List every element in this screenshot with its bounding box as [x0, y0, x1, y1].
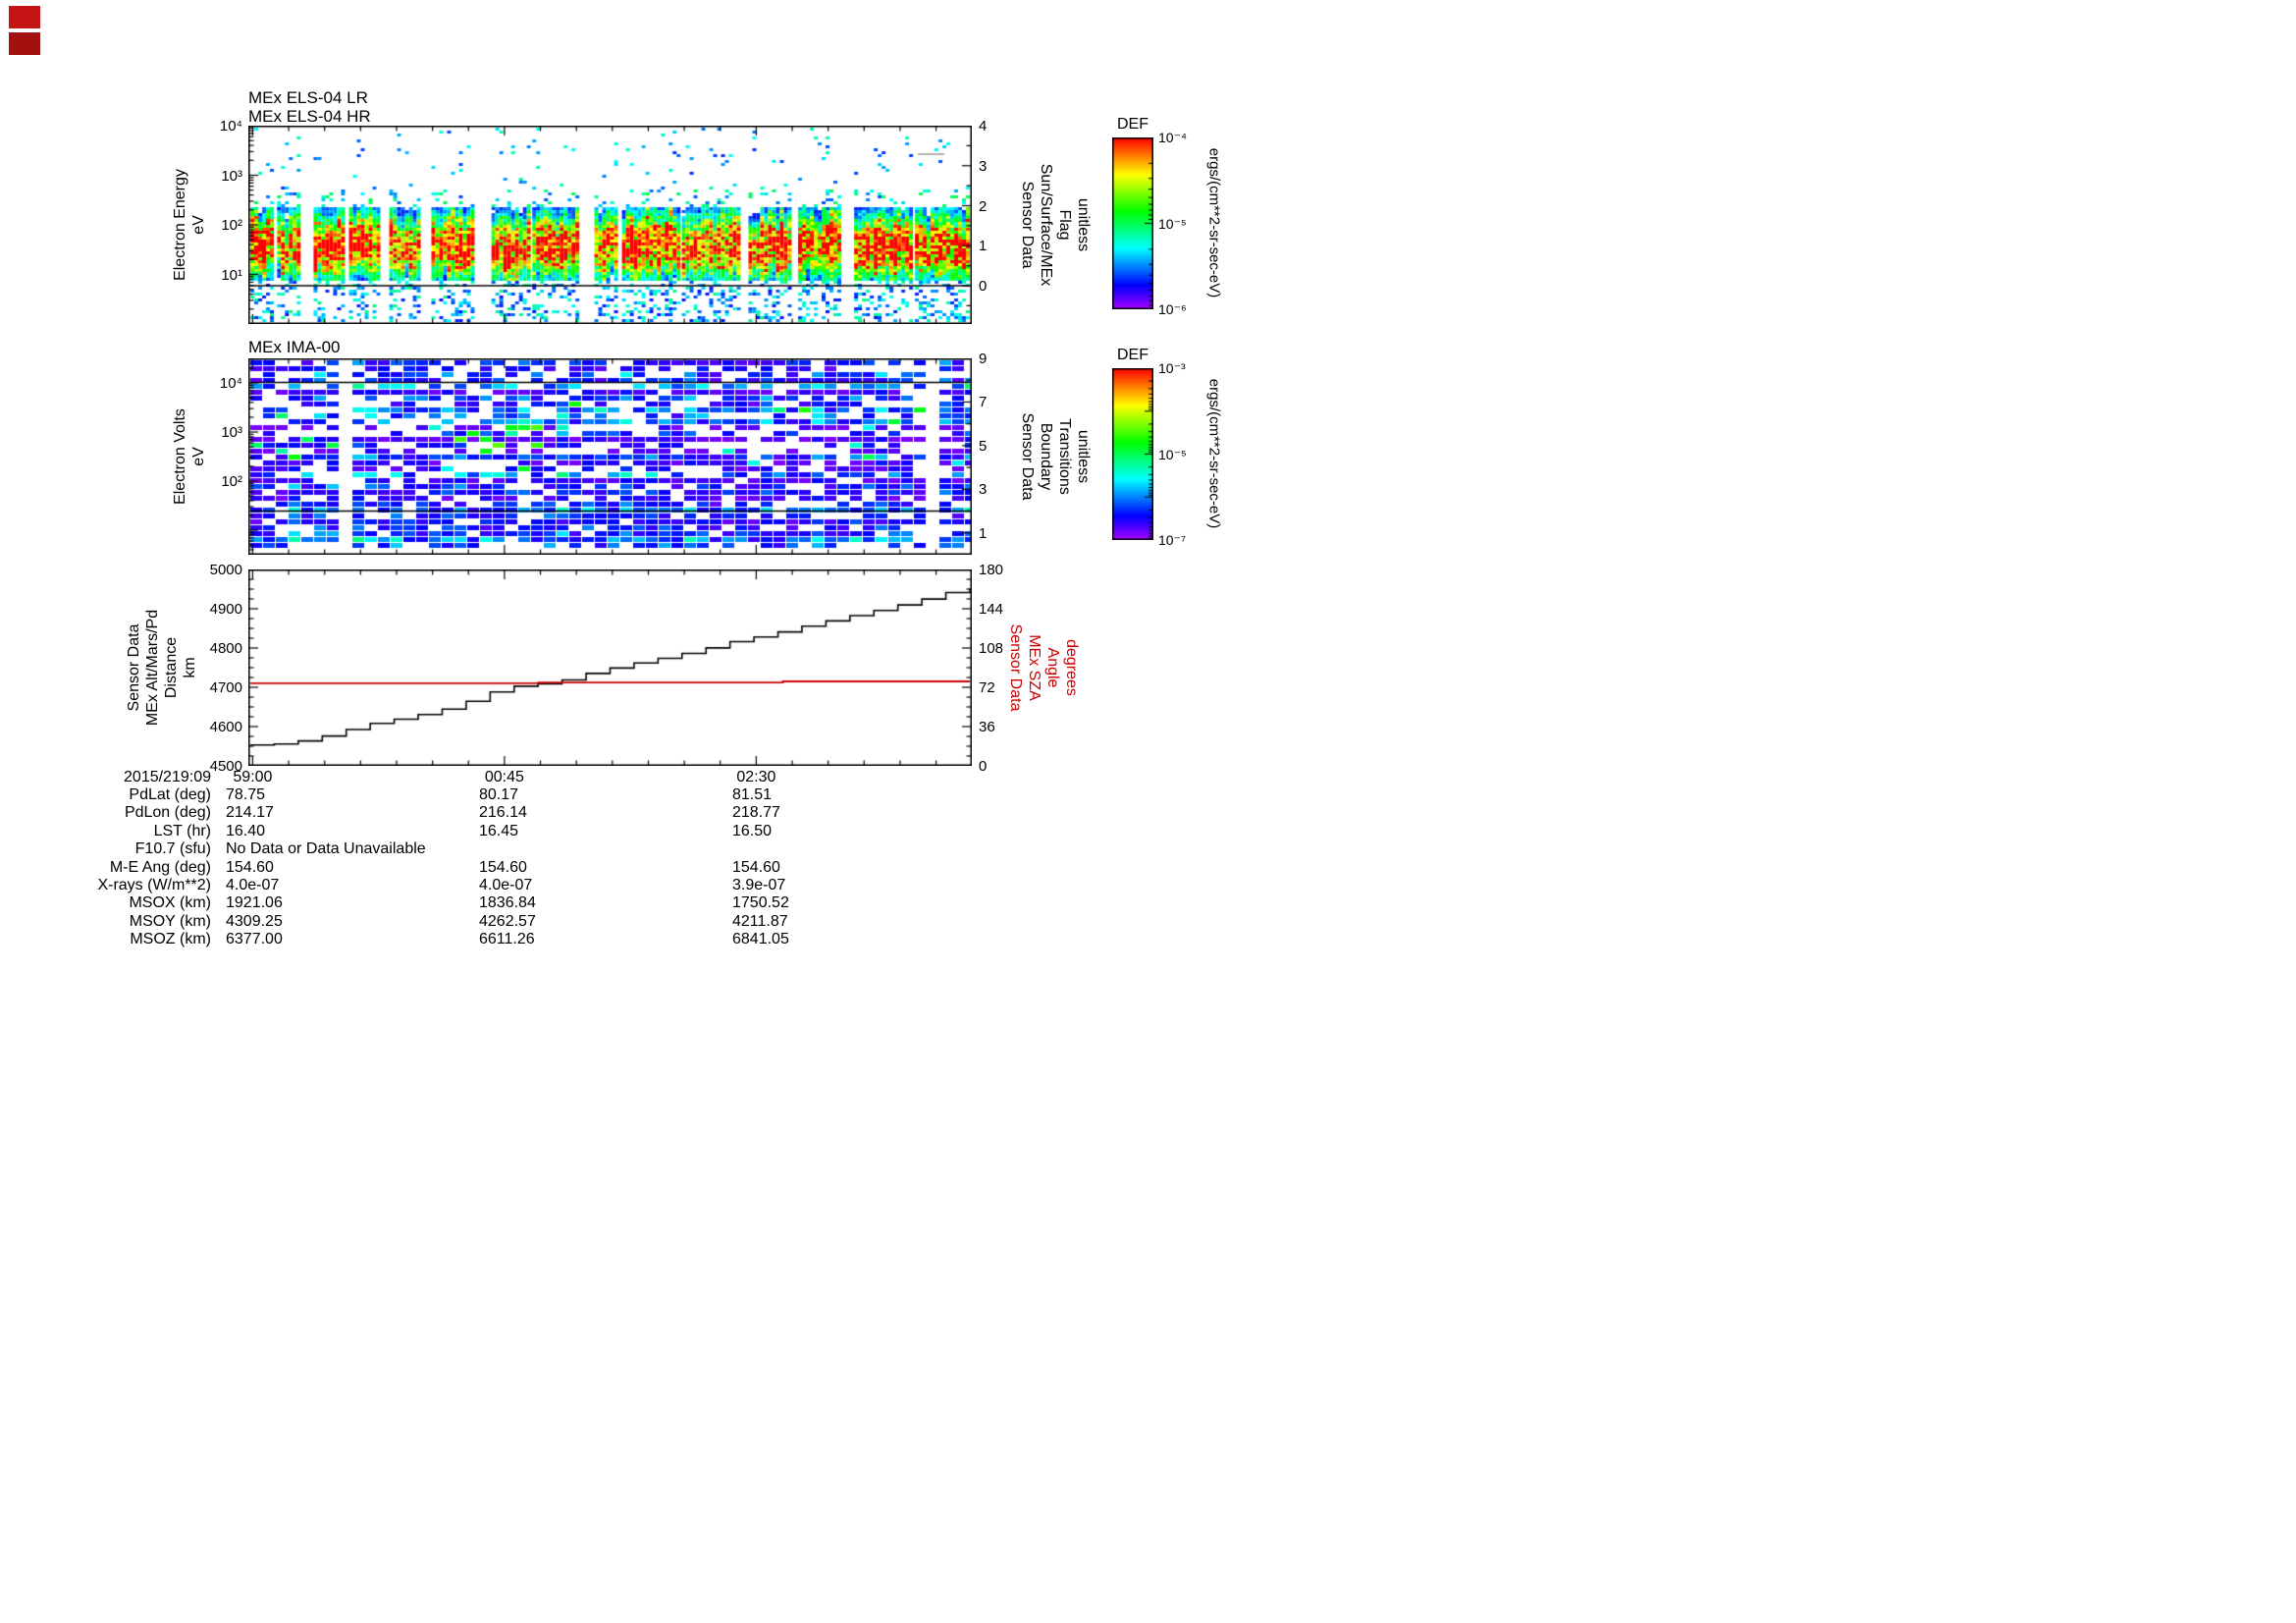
ima-title: MEx IMA-00 — [248, 338, 341, 356]
table-value: 4.0e-07 — [479, 877, 533, 893]
table-value: 81.51 — [732, 786, 773, 803]
table-value: 6377.00 — [226, 931, 283, 948]
table-value: 16.40 — [226, 822, 266, 839]
table-value: 3.9e-07 — [732, 877, 786, 893]
sza-tick-label: 108 — [979, 640, 1004, 657]
table-value: 4309.25 — [226, 912, 283, 930]
colorbar-tick-label: 10⁻⁵ — [1158, 215, 1187, 232]
table-value: 6611.26 — [479, 931, 535, 948]
els-right-axis-label: unitless Flag Sun/Surface/MEx Sensor Dat… — [1019, 163, 1092, 287]
els-title-line2: MEx ELS-04 HR — [248, 107, 371, 126]
table-value: 216.14 — [479, 804, 527, 822]
table-row-label: LST (hr) — [153, 822, 211, 839]
sza-tick-label: 144 — [979, 601, 1004, 618]
table-value: 16.50 — [732, 822, 773, 839]
colorbar-tick-label: 10⁻⁷ — [1158, 532, 1187, 548]
table-row-label: MSOX (km) — [129, 894, 211, 912]
colorbar-tick-label: 10⁻³ — [1158, 360, 1186, 376]
table-row-label: MSOY (km) — [129, 912, 211, 930]
ima-right-tick-label: 7 — [979, 394, 988, 411]
x-tick-label: 59:00 — [233, 769, 273, 785]
sza-tick-label: 180 — [979, 562, 1004, 578]
table-value: 80.17 — [479, 786, 519, 803]
table-row-label: X-rays (W/m**2) — [97, 877, 211, 893]
sza-right-axis-label: degrees Angle MEx SZA Sensor Data — [1007, 623, 1080, 712]
table-value: 1921.06 — [226, 894, 283, 912]
els-y-tick-label: 10³ — [221, 167, 242, 185]
table-value: 214.17 — [226, 804, 274, 822]
alt-y-tick-label: 4700 — [209, 679, 242, 696]
els-title-line1: MEx ELS-04 LR — [248, 88, 368, 107]
altitude-y-axis-label: Sensor Data MEx Alt/Mars/Pd Distance km — [126, 609, 198, 727]
table-row-label: PdLat (deg) — [129, 786, 211, 803]
table-row-label: F10.7 (sfu) — [134, 840, 211, 858]
x-tick-label: 02:30 — [736, 769, 776, 785]
corner-marker-2 — [9, 32, 40, 55]
table-value: 154.60 — [479, 858, 527, 876]
ima-y-axis-label: Electron Volts eV — [172, 408, 207, 505]
els-y-tick-label: 10² — [221, 217, 242, 234]
sza-tick-label: 0 — [979, 758, 988, 775]
table-value: 6841.05 — [732, 931, 789, 948]
colorbar-tick-label: 10⁻⁶ — [1158, 301, 1187, 317]
colorbar-tick-label: 10⁻⁴ — [1158, 130, 1187, 145]
table-value: No Data or Data Unavailable — [226, 840, 426, 858]
alt-y-tick-label: 4900 — [209, 601, 242, 618]
els-right-tick-label: 1 — [979, 238, 988, 255]
table-value: 1750.52 — [732, 894, 789, 912]
ima-right-tick-label: 1 — [979, 524, 988, 542]
date-label: 2015/219:09 — [124, 769, 211, 785]
table-value: 78.75 — [226, 786, 266, 803]
colorbar1-canvas — [1112, 137, 1153, 309]
table-row-label: PdLon (deg) — [124, 804, 211, 822]
alt-y-tick-label: 4800 — [209, 640, 242, 657]
table-value: 4.0e-07 — [226, 877, 280, 893]
ima-y-tick-label: 10² — [221, 473, 242, 490]
els-spectrogram-canvas — [248, 126, 972, 324]
x-tick-label: 00:45 — [484, 769, 524, 785]
ima-spectrogram-canvas — [248, 358, 972, 555]
table-value: 16.45 — [479, 822, 519, 839]
els-right-tick-label: 0 — [979, 278, 988, 295]
els-y-tick-label: 10¹ — [221, 266, 242, 284]
els-right-tick-label: 2 — [979, 197, 988, 215]
sza-tick-label: 36 — [979, 719, 995, 735]
ima-right-tick-label: 3 — [979, 481, 988, 499]
alt-y-tick-label: 4500 — [209, 758, 242, 775]
colorbar2-canvas — [1112, 368, 1153, 540]
sza-tick-label: 72 — [979, 679, 995, 696]
colorbar-tick-label: 10⁻⁵ — [1158, 446, 1187, 462]
table-value: 154.60 — [732, 858, 780, 876]
corner-marker-1 — [9, 6, 40, 28]
colorbar2-units-label: ergs/(cm**2-sr-sec-eV) — [1205, 378, 1223, 529]
table-value: 218.77 — [732, 804, 780, 822]
ima-y-tick-label: 10⁴ — [219, 375, 242, 392]
els-right-tick-label: 4 — [979, 118, 988, 135]
altitude-sza-chart-canvas — [248, 569, 972, 766]
table-value: 4262.57 — [479, 912, 536, 930]
colorbar1-title: DEF — [1117, 116, 1148, 133]
ima-right-axis-label: unitless Transitions Boundary Sensor Dat… — [1019, 412, 1092, 501]
table-row-label: MSOZ (km) — [130, 931, 211, 948]
colorbar1-units-label: ergs/(cm**2-sr-sec-eV) — [1205, 147, 1223, 298]
ima-right-tick-label: 5 — [979, 437, 988, 455]
els-right-tick-label: 3 — [979, 157, 988, 175]
table-value: 1836.84 — [479, 894, 536, 912]
table-row-label: M-E Ang (deg) — [109, 858, 211, 876]
table-value: 4211.87 — [732, 912, 788, 930]
ima-y-tick-label: 10³ — [221, 424, 242, 441]
colorbar2-title: DEF — [1117, 347, 1148, 363]
table-value: 154.60 — [226, 858, 274, 876]
els-y-tick-label: 10⁴ — [219, 118, 242, 135]
alt-y-tick-label: 4600 — [209, 719, 242, 735]
alt-y-tick-label: 5000 — [209, 562, 242, 578]
ima-right-tick-label: 9 — [979, 351, 988, 367]
